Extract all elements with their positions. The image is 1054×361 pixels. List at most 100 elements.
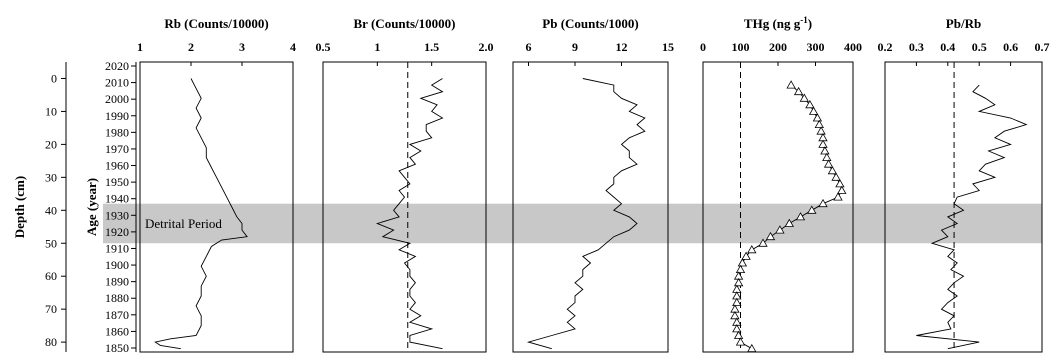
age-tick-label: 1950 — [105, 175, 129, 189]
panel-4: THg (ng g-1) 0 100 200 300 400 — [700, 15, 862, 353]
panel-title-text: Pb/Rb — [946, 16, 981, 31]
x-tick-label: 3 — [239, 40, 245, 54]
depth-tick-label: 0 — [51, 71, 57, 85]
data-point — [816, 126, 826, 135]
age-tick-label: 1920 — [105, 225, 129, 239]
data-point — [765, 231, 776, 241]
x-tick-label: 0.6 — [1003, 40, 1018, 54]
age-tick-label: 1880 — [105, 291, 129, 305]
x-tick-label: 9 — [572, 40, 578, 54]
age-tick-label: 2000 — [105, 92, 129, 106]
panel-title-end: ) — [808, 16, 812, 31]
series-line — [526, 78, 646, 350]
series-line — [375, 78, 444, 350]
series-line — [916, 84, 1028, 350]
x-tick-label: 0.7 — [1035, 40, 1050, 54]
panel-title: THg (ng g-1) — [744, 15, 812, 31]
data-point — [793, 86, 804, 96]
panel-title-text: Pb (Counts/1000) — [542, 16, 638, 31]
panel-frame — [139, 61, 294, 353]
age-tick-label: 1860 — [105, 324, 129, 338]
x-tick-label: 2 — [188, 40, 194, 54]
detrital-period-label: Detrital Period — [145, 216, 222, 231]
depth-tick-label: 20 — [45, 137, 57, 151]
age-tick-label: 2020 — [105, 59, 129, 73]
panel-5: Pb/Rb 0.2 0.3 0.4 0.5 0.6 0.7 — [878, 16, 1050, 353]
age-tick-label: 1890 — [105, 275, 129, 289]
data-point — [732, 297, 742, 307]
data-point — [818, 139, 828, 148]
data-point — [812, 113, 823, 122]
x-tick-label: 300 — [807, 40, 825, 54]
x-tick-label: 200 — [769, 40, 787, 54]
age-tick-label: 1970 — [105, 142, 129, 156]
data-point — [732, 324, 742, 333]
data-point — [784, 218, 794, 227]
panel-frame — [884, 61, 1043, 353]
panel-title: Rb (Counts/10000) — [164, 16, 268, 31]
age-tick-label: 1960 — [105, 159, 129, 173]
age-tick-label: 1870 — [105, 308, 129, 322]
data-point — [799, 93, 809, 102]
panel-2: Br (Counts/10000) 0.5 1 1.5 2.0 — [316, 16, 494, 353]
panel-title-text: THg (ng g — [744, 16, 801, 31]
data-point — [737, 258, 748, 267]
panel-title: Pb/Rb — [946, 16, 981, 31]
x-tick-label: 0.4 — [940, 40, 955, 54]
depth-tick-label: 70 — [45, 302, 57, 316]
panel-title: Br (Counts/10000) — [354, 16, 456, 31]
x-tick-label: 100 — [732, 40, 750, 54]
x-tick-label: 0.3 — [909, 40, 924, 54]
data-point — [747, 244, 757, 254]
x-tick-label: 0.2 — [878, 40, 893, 54]
x-tick-label: 4 — [290, 40, 296, 54]
depth-tick-label: 40 — [45, 203, 57, 217]
panel-title: Pb (Counts/1000) — [542, 16, 638, 31]
panel-3: Pb (Counts/1000) 6 9 12 15 — [512, 16, 674, 353]
data-point — [733, 330, 744, 339]
data-point — [758, 238, 768, 247]
depth-tick-label: 30 — [45, 170, 57, 184]
data-point — [735, 264, 746, 274]
x-tick-label: 2.0 — [479, 40, 494, 54]
data-point — [823, 159, 834, 168]
panel-1: Rb (Counts/10000) 1 2 3 4 — [137, 16, 296, 353]
data-point — [741, 251, 751, 260]
x-tick-label: 0.5 — [316, 40, 331, 54]
depth-tick-label: 50 — [45, 236, 57, 250]
panel-title-text: Rb (Counts/10000) — [164, 16, 268, 31]
x-tick-label: 12 — [616, 40, 628, 54]
age-tick-label: 2010 — [105, 76, 129, 90]
age-tick-label: 1940 — [105, 192, 129, 206]
depth-tick-label: 80 — [45, 335, 57, 349]
data-point — [818, 198, 828, 208]
x-tick-label: 0.5 — [972, 40, 987, 54]
left-axes: Depth (cm) Age (year) 0 10 20 30 40 50 60 70 80 202… — [12, 59, 137, 355]
data-point — [805, 99, 815, 109]
data-point — [786, 80, 796, 89]
data-point — [820, 146, 830, 155]
data-point — [822, 152, 832, 162]
data-point — [814, 119, 824, 128]
data-point — [807, 205, 817, 214]
x-tick-label: 1 — [374, 40, 380, 54]
age-tick-label: 1850 — [105, 341, 129, 355]
x-tick-label: 6 — [526, 40, 532, 54]
panel-title-text: Br (Counts/10000) — [354, 16, 456, 31]
x-tick-label: 400 — [844, 40, 862, 54]
panel-frame — [512, 61, 669, 353]
data-point — [730, 310, 740, 320]
x-tick-label: 15 — [662, 40, 674, 54]
data-point — [735, 337, 746, 346]
age-tick-label: 1900 — [105, 258, 129, 272]
depth-tick-label: 10 — [45, 104, 57, 118]
data-point — [833, 192, 843, 201]
age-tick-label: 1990 — [105, 109, 129, 123]
data-point — [795, 212, 806, 221]
data-point — [808, 106, 819, 115]
data-point — [827, 165, 838, 175]
age-axis-label: Age (year) — [84, 178, 99, 236]
x-tick-label: 1.5 — [424, 40, 439, 54]
panel-title-sup: -1 — [800, 15, 808, 25]
